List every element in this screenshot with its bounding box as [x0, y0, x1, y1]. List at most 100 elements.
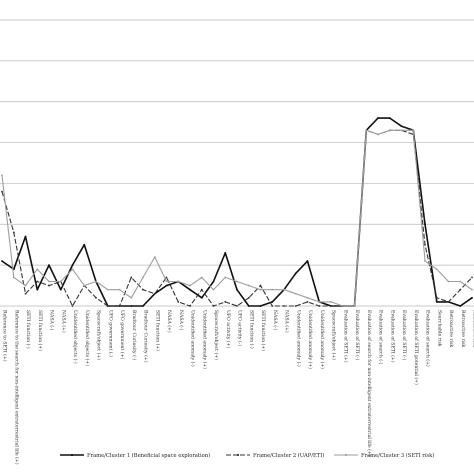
data-point	[189, 284, 191, 287]
data-point	[459, 280, 462, 283]
data-point	[95, 280, 97, 283]
data-point	[130, 305, 133, 307]
x-tick-label: Evaluation of SETI (-)	[401, 310, 408, 360]
data-point	[400, 125, 403, 128]
data-point	[271, 305, 274, 307]
data-point	[48, 284, 50, 287]
data-point	[12, 231, 15, 234]
data-point	[224, 251, 227, 254]
data-point	[377, 117, 379, 119]
data-point	[330, 301, 332, 303]
data-point	[1, 174, 3, 177]
series-2	[1, 129, 473, 307]
x-tick-label: Unidentified anomaly (+)	[307, 310, 314, 369]
data-point	[388, 117, 391, 119]
legend-label: Frame/Cluster 3 (SETI risk)	[361, 452, 434, 459]
data-point	[130, 296, 133, 299]
legend-marker	[236, 453, 240, 457]
x-tick-label: NASA (+)	[166, 310, 173, 333]
data-point	[435, 296, 438, 299]
x-tick-label: Reference to the search for non-intellig…	[13, 310, 20, 465]
data-point	[435, 268, 438, 271]
x-tick-label: Unidentified objects (+)	[84, 310, 91, 366]
gridlines	[0, 19, 474, 307]
legend-label: Frame/Cluster 2 (UAP/ETI)	[253, 452, 324, 459]
data-point	[83, 284, 86, 287]
x-tick-label: Unidentified anomaly (-)	[190, 310, 197, 367]
data-point	[424, 223, 426, 226]
series-lines	[1, 117, 473, 307]
data-point	[353, 305, 356, 307]
x-tick-label: Spacecraft/object (+)	[331, 310, 338, 360]
data-point	[212, 280, 215, 283]
x-tick-label: Evaluation of search for non-intelligent…	[366, 310, 373, 457]
series-line	[1, 117, 473, 307]
x-tick-label: Bradtour Curiosity (+)	[143, 310, 150, 363]
data-point	[71, 268, 74, 271]
x-tick-label: SETI function (+)	[154, 310, 161, 351]
data-point	[1, 190, 3, 193]
x-tick-label: Searchable risk	[436, 310, 442, 347]
data-point	[283, 288, 285, 291]
data-point	[189, 288, 191, 291]
data-point	[36, 268, 39, 271]
x-tick-label: Evaluation of SETI (-)	[354, 310, 361, 360]
x-tick-label: UFO government (+)	[119, 310, 126, 359]
data-point	[247, 296, 250, 299]
x-tick-label: Evaluation of search (+)	[425, 310, 432, 367]
data-point	[236, 288, 238, 291]
data-point	[36, 288, 39, 291]
x-tick-label: NASA (-)	[272, 310, 279, 331]
data-point	[130, 276, 133, 279]
x-tick-label: Bradtour Curiosity (-)	[131, 310, 138, 360]
x-tick-label: Unidentified anomaly (-)	[295, 310, 302, 367]
data-point	[71, 305, 74, 307]
x-tick-label: UFO activity (-)	[237, 310, 244, 346]
data-point	[59, 288, 62, 291]
x-tick-label: Unidentified objects (-)	[72, 310, 79, 364]
legend-marker	[344, 453, 348, 457]
data-point	[24, 235, 27, 238]
x-tick-label: Spacecraft/object (+)	[96, 310, 103, 360]
data-point	[142, 305, 144, 307]
data-point	[212, 305, 215, 307]
data-point	[118, 288, 121, 291]
data-point	[200, 288, 203, 291]
data-point	[306, 301, 309, 303]
data-point	[447, 280, 450, 283]
data-point	[118, 305, 121, 307]
x-tick-label: Retroactive risk	[460, 310, 466, 347]
data-point	[224, 276, 227, 279]
data-point	[471, 276, 473, 279]
data-point	[189, 305, 191, 307]
data-point	[165, 280, 168, 283]
x-tick-label: Retroactive risk	[448, 310, 454, 347]
series-1	[1, 117, 473, 307]
data-point	[177, 301, 180, 303]
x-tick-label: UFO government (-)	[107, 310, 114, 357]
data-point	[388, 129, 391, 132]
data-point	[330, 305, 332, 307]
x-tick-label: Evaluation of SETI potential (+)	[413, 310, 420, 385]
data-point	[424, 260, 426, 262]
data-point	[106, 305, 109, 307]
data-point	[142, 276, 144, 279]
data-point	[36, 280, 39, 283]
x-tick-label: Unidentified anomaly (+)	[201, 310, 208, 369]
x-tick-label: SETI function (+)	[37, 310, 44, 351]
x-tick-label: SETI function (+)	[260, 310, 267, 351]
data-point	[259, 284, 262, 287]
data-point	[165, 284, 168, 287]
data-point	[212, 288, 215, 291]
series-3	[1, 129, 473, 307]
data-point	[271, 288, 274, 291]
data-point	[318, 301, 321, 303]
category-labels: Reference to SETI (+) Reference to the se…	[2, 310, 474, 465]
data-point	[83, 243, 86, 246]
data-point	[435, 301, 438, 303]
data-point	[283, 305, 285, 307]
data-point	[200, 296, 203, 299]
data-point	[259, 288, 262, 291]
data-point	[471, 296, 473, 299]
data-point	[142, 288, 144, 291]
